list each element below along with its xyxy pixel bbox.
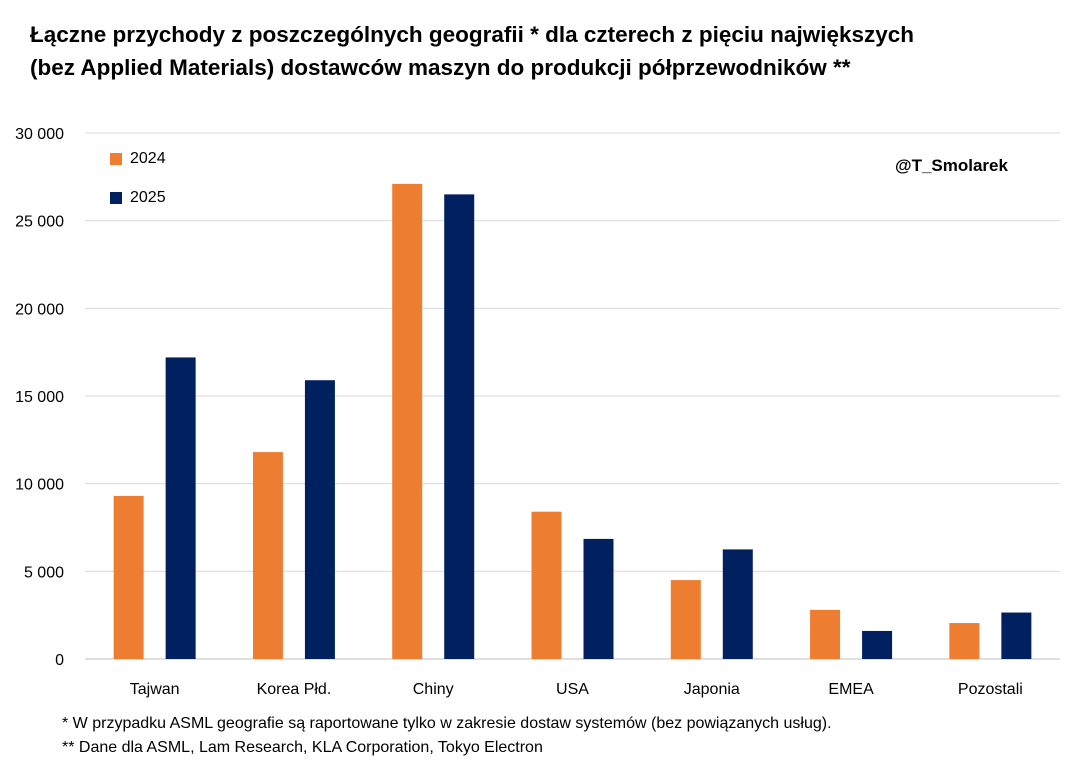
y-tick-label: 30 000 [15, 126, 64, 143]
x-tick-label: Japonia [684, 681, 740, 698]
x-tick-label: Pozostali [958, 681, 1023, 698]
bar-2025-2 [444, 194, 475, 659]
footnotes: * W przypadku ASML geografie są raportow… [62, 712, 832, 760]
y-tick-label: 20 000 [15, 301, 64, 318]
bar-2025-3 [583, 538, 614, 659]
bar-2025-4 [722, 549, 753, 659]
legend-item-2025: 2025 [110, 189, 166, 207]
footnote-2: ** Dane dla ASML, Lam Research, KLA Corp… [62, 739, 543, 756]
y-tick-label: 15 000 [15, 389, 64, 406]
legend-swatch-2025 [110, 192, 122, 204]
chart-title: Łączne przychody z poszczególnych geogra… [30, 18, 1070, 84]
x-tick-label: EMEA [828, 681, 874, 698]
legend-label-2025: 2025 [130, 189, 166, 206]
bar-2024-6 [949, 623, 980, 659]
bar-2024-1 [252, 452, 283, 659]
bar-2025-1 [304, 380, 335, 659]
legend-item-2024: 2024 [110, 150, 166, 168]
y-tick-label: 5 000 [24, 564, 64, 581]
author-handle: @T_Smolarek [895, 156, 1008, 175]
y-tick-label: 25 000 [15, 214, 64, 231]
y-tick-label: 0 [55, 652, 64, 669]
x-tick-label: Korea Płd. [257, 681, 332, 698]
x-tick-label: Tajwan [130, 681, 180, 698]
y-tick-label: 10 000 [15, 477, 64, 494]
legend-label-2024: 2024 [130, 150, 166, 167]
x-tick-label: USA [556, 681, 589, 698]
x-tick-label: Chiny [413, 681, 454, 698]
bar-2025-0 [165, 357, 196, 659]
bar-2024-4 [670, 580, 701, 659]
bar-2024-0 [113, 495, 144, 659]
title-line-1: Łączne przychody z poszczególnych geogra… [30, 22, 915, 47]
bar-2024-5 [810, 609, 841, 659]
bar-2025-6 [1001, 612, 1032, 659]
title-line-2: (bez Applied Materials) dostawców maszyn… [30, 55, 851, 80]
footnote-1: * W przypadku ASML geografie są raportow… [62, 715, 832, 732]
bar-2025-5 [862, 630, 893, 659]
legend-swatch-2024 [110, 153, 122, 165]
bar-2024-3 [531, 511, 562, 659]
bar-2024-2 [392, 183, 423, 659]
